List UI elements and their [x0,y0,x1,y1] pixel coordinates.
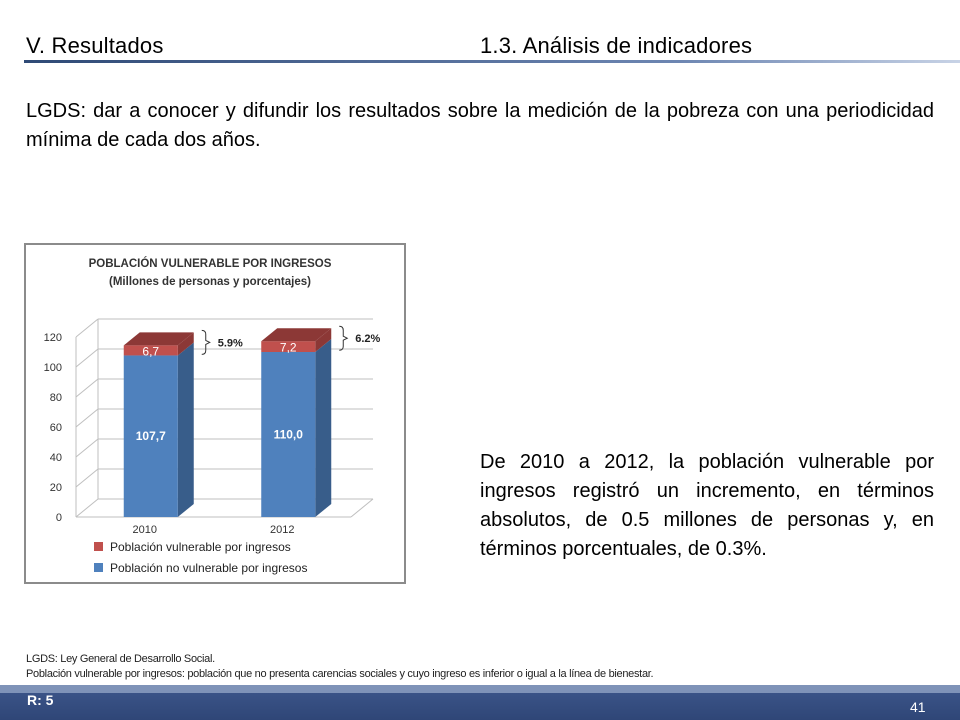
y-tick-label: 100 [44,362,62,374]
gridline-side [75,318,99,338]
bar-top [123,332,194,346]
footnotes: LGDS: Ley General de Desarrollo Social. … [26,652,654,682]
section-title: V. Resultados [26,33,164,58]
percent-bracket [201,329,211,355]
chart-subtitle: (Millones de personas y porcentajes) [109,276,311,288]
x-tick-label: 2010 [133,524,157,536]
x-tick-label: 2012 [270,524,294,536]
legend-label: Población no vulnerable por ingresos [110,561,307,575]
legend-swatch [94,563,103,572]
bar-top [261,328,332,342]
footer-bar [0,685,960,720]
gridline-side [75,498,99,518]
bar-side [177,332,194,356]
bar-segment [123,345,178,356]
gridline-side [75,438,99,458]
bar-side [315,339,332,517]
data-label: 107,7 [136,429,166,443]
subsection-title: 1.3. Análisis de indicadores [480,33,753,58]
chart-title: POBLACIÓN VULNERABLE POR INGRESOS [89,257,332,270]
y-tick-label: 0 [56,512,62,524]
chart-panel: POBLACIÓN VULNERABLE POR INGRESOS (Millo… [24,243,406,584]
percent-bracket [339,325,349,351]
gridline-side [75,378,99,398]
intro-text: LGDS: dar a conocer y difundir los resul… [26,100,934,151]
floor-side-edge [350,498,374,518]
legend-label: Población vulnerable por ingresos [110,540,291,554]
stacked-bar-chart: POBLACIÓN VULNERABLE POR INGRESOS (Millo… [44,257,381,575]
percent-annotation: 6.2% [355,333,380,345]
bar-side [315,328,332,352]
footnote: LGDS: Ley General de Desarrollo Social. [26,653,215,665]
bar-segment [261,352,316,517]
description-text: De 2010 a 2012, la población vulnerable … [480,451,934,560]
footnote: Población vulnerable por ingresos: pobla… [26,668,654,680]
data-label: 6,7 [142,344,159,358]
footer-label: R: 5 [27,692,54,708]
header-rule [24,60,960,63]
y-tick-label: 40 [50,452,62,464]
legend-swatch [94,542,103,551]
bar-segment [123,355,178,517]
y-tick-label: 20 [50,482,62,494]
page-number: 41 [910,699,926,715]
bar-segment [261,341,316,352]
data-label: 7,2 [280,341,297,355]
y-tick-label: 60 [50,422,62,434]
gridline-side [75,468,99,488]
bar-side [177,342,194,517]
data-label: 110,0 [274,428,304,442]
y-tick-label: 120 [44,332,62,344]
percent-annotation: 5.9% [218,337,243,349]
gridline-side [75,348,99,368]
gridline-side [75,408,99,428]
y-tick-label: 80 [50,392,62,404]
